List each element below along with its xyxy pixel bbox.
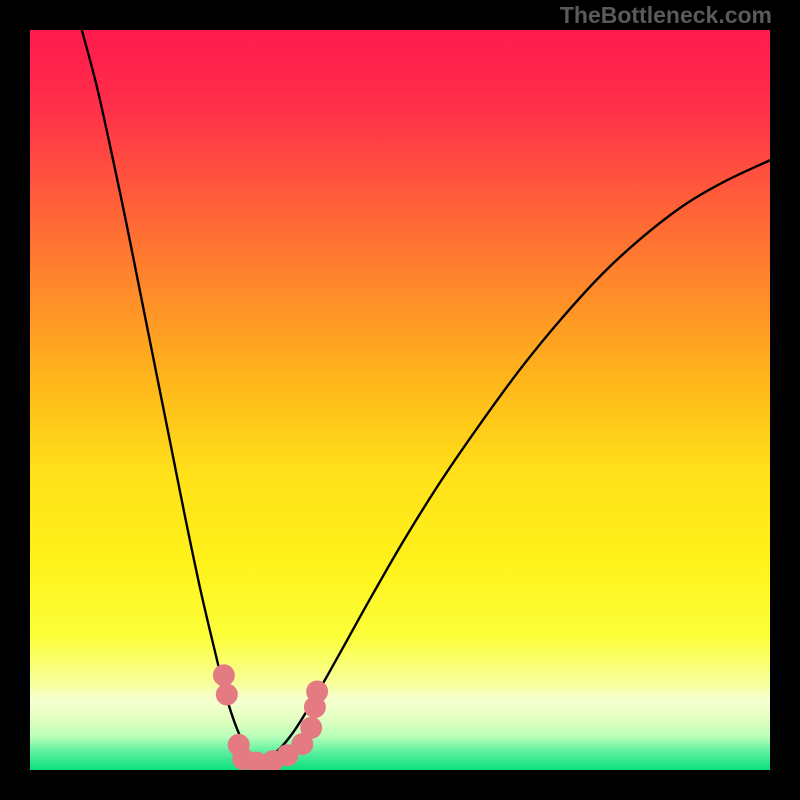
curve-layer bbox=[30, 30, 770, 770]
bead-marker bbox=[300, 717, 322, 739]
bead-marker bbox=[306, 681, 328, 703]
bottleneck-curve bbox=[82, 30, 770, 759]
chart-frame bbox=[0, 0, 800, 800]
bead-marker bbox=[216, 684, 238, 706]
plot-area bbox=[30, 30, 770, 770]
watermark-text: TheBottleneck.com bbox=[560, 2, 772, 29]
bead-marker bbox=[213, 664, 235, 686]
bead-markers bbox=[213, 664, 328, 770]
